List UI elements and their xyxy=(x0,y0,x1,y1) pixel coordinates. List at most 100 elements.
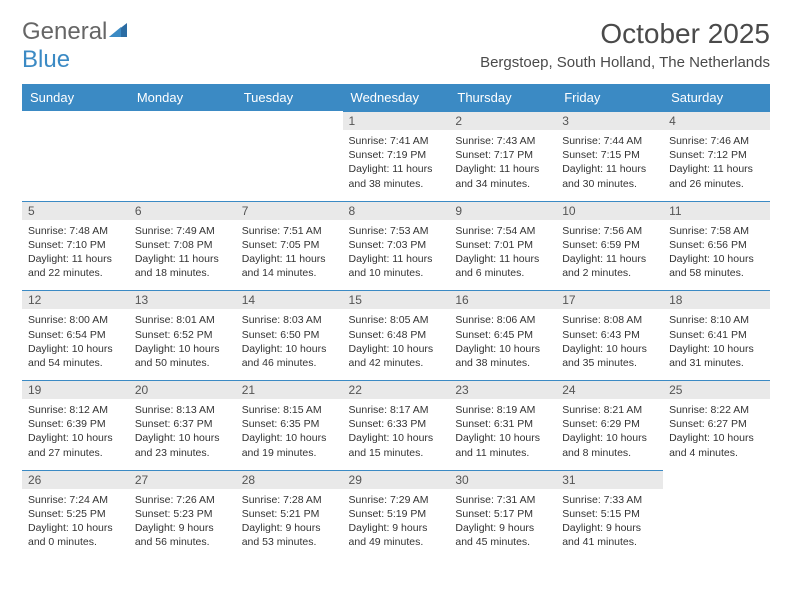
day-number: 30 xyxy=(449,471,556,489)
sunset-text: Sunset: 6:37 PM xyxy=(135,417,230,431)
daylight-text: and 10 minutes. xyxy=(349,266,444,280)
daylight-text: Daylight: 11 hours xyxy=(349,162,444,176)
sunrise-text: Sunrise: 8:00 AM xyxy=(28,313,123,327)
daylight-text: and 53 minutes. xyxy=(242,535,337,549)
sunrise-text: Sunrise: 7:46 AM xyxy=(669,134,764,148)
day-number: 14 xyxy=(236,291,343,309)
daylight-text: Daylight: 10 hours xyxy=(455,431,550,445)
day-cell: 26Sunrise: 7:24 AMSunset: 5:25 PMDayligh… xyxy=(22,470,129,560)
day-cell: 2Sunrise: 7:43 AMSunset: 7:17 PMDaylight… xyxy=(449,111,556,201)
day-cell: 25Sunrise: 8:22 AMSunset: 6:27 PMDayligh… xyxy=(663,380,770,470)
daylight-text: and 15 minutes. xyxy=(349,446,444,460)
sunrise-text: Sunrise: 8:13 AM xyxy=(135,403,230,417)
daylight-text: and 34 minutes. xyxy=(455,177,550,191)
day-cell: 3Sunrise: 7:44 AMSunset: 7:15 PMDaylight… xyxy=(556,111,663,201)
sunrise-text: Sunrise: 7:53 AM xyxy=(349,224,444,238)
daylight-text: Daylight: 9 hours xyxy=(135,521,230,535)
sunrise-text: Sunrise: 7:49 AM xyxy=(135,224,230,238)
daylight-text: and 19 minutes. xyxy=(242,446,337,460)
daylight-text: Daylight: 9 hours xyxy=(562,521,657,535)
sunrise-text: Sunrise: 8:08 AM xyxy=(562,313,657,327)
daylight-text: Daylight: 10 hours xyxy=(28,342,123,356)
sunrise-text: Sunrise: 8:17 AM xyxy=(349,403,444,417)
day-cell: 13Sunrise: 8:01 AMSunset: 6:52 PMDayligh… xyxy=(129,290,236,380)
daylight-text: and 56 minutes. xyxy=(135,535,230,549)
sunset-text: Sunset: 6:56 PM xyxy=(669,238,764,252)
empty-cell xyxy=(236,111,343,189)
calendar-cell: 31Sunrise: 7:33 AMSunset: 5:15 PMDayligh… xyxy=(556,470,663,560)
sunrise-text: Sunrise: 7:58 AM xyxy=(669,224,764,238)
calendar-cell: 5Sunrise: 7:48 AMSunset: 7:10 PMDaylight… xyxy=(22,201,129,291)
daylight-text: Daylight: 11 hours xyxy=(28,252,123,266)
calendar-cell xyxy=(663,470,770,560)
day-number: 29 xyxy=(343,471,450,489)
daylight-text: Daylight: 11 hours xyxy=(562,162,657,176)
daylight-text: Daylight: 10 hours xyxy=(242,431,337,445)
daylight-text: Daylight: 11 hours xyxy=(669,162,764,176)
calendar-cell xyxy=(236,111,343,201)
calendar-page: General Blue October 2025 Bergstoep, Sou… xyxy=(0,0,792,612)
day-number: 10 xyxy=(556,202,663,220)
sunset-text: Sunset: 5:25 PM xyxy=(28,507,123,521)
month-title: October 2025 xyxy=(480,18,770,50)
sunrise-text: Sunrise: 7:33 AM xyxy=(562,493,657,507)
daylight-text: Daylight: 9 hours xyxy=(349,521,444,535)
day-cell: 18Sunrise: 8:10 AMSunset: 6:41 PMDayligh… xyxy=(663,290,770,380)
calendar-week-row: 1Sunrise: 7:41 AMSunset: 7:19 PMDaylight… xyxy=(22,111,770,201)
daylight-text: and 22 minutes. xyxy=(28,266,123,280)
location: Bergstoep, South Holland, The Netherland… xyxy=(480,54,770,71)
daylight-text: and 45 minutes. xyxy=(455,535,550,549)
calendar-cell: 27Sunrise: 7:26 AMSunset: 5:23 PMDayligh… xyxy=(129,470,236,560)
day-header-row: Sunday Monday Tuesday Wednesday Thursday… xyxy=(22,84,770,111)
daylight-text: and 6 minutes. xyxy=(455,266,550,280)
day-number: 1 xyxy=(343,112,450,130)
daylight-text: Daylight: 10 hours xyxy=(669,252,764,266)
daylight-text: and 14 minutes. xyxy=(242,266,337,280)
daylight-text: and 58 minutes. xyxy=(669,266,764,280)
calendar-cell: 29Sunrise: 7:29 AMSunset: 5:19 PMDayligh… xyxy=(343,470,450,560)
daylight-text: and 4 minutes. xyxy=(669,446,764,460)
day-cell: 4Sunrise: 7:46 AMSunset: 7:12 PMDaylight… xyxy=(663,111,770,201)
daylight-text: and 0 minutes. xyxy=(28,535,123,549)
daylight-text: and 27 minutes. xyxy=(28,446,123,460)
day-number: 22 xyxy=(343,381,450,399)
day-number: 15 xyxy=(343,291,450,309)
calendar-cell: 6Sunrise: 7:49 AMSunset: 7:08 PMDaylight… xyxy=(129,201,236,291)
calendar-cell: 17Sunrise: 8:08 AMSunset: 6:43 PMDayligh… xyxy=(556,290,663,380)
day-header: Sunday xyxy=(22,84,129,111)
calendar-cell xyxy=(22,111,129,201)
daylight-text: Daylight: 11 hours xyxy=(242,252,337,266)
sunrise-text: Sunrise: 7:54 AM xyxy=(455,224,550,238)
calendar-cell: 14Sunrise: 8:03 AMSunset: 6:50 PMDayligh… xyxy=(236,290,343,380)
day-cell: 24Sunrise: 8:21 AMSunset: 6:29 PMDayligh… xyxy=(556,380,663,470)
calendar-cell: 30Sunrise: 7:31 AMSunset: 5:17 PMDayligh… xyxy=(449,470,556,560)
sunset-text: Sunset: 5:17 PM xyxy=(455,507,550,521)
day-cell: 6Sunrise: 7:49 AMSunset: 7:08 PMDaylight… xyxy=(129,201,236,291)
daylight-text: and 42 minutes. xyxy=(349,356,444,370)
calendar-cell: 16Sunrise: 8:06 AMSunset: 6:45 PMDayligh… xyxy=(449,290,556,380)
day-number: 28 xyxy=(236,471,343,489)
daylight-text: and 38 minutes. xyxy=(349,177,444,191)
day-number: 9 xyxy=(449,202,556,220)
day-header: Saturday xyxy=(663,84,770,111)
calendar-cell: 22Sunrise: 8:17 AMSunset: 6:33 PMDayligh… xyxy=(343,380,450,470)
sunset-text: Sunset: 6:52 PM xyxy=(135,328,230,342)
day-cell: 29Sunrise: 7:29 AMSunset: 5:19 PMDayligh… xyxy=(343,470,450,560)
daylight-text: and 38 minutes. xyxy=(455,356,550,370)
day-cell: 10Sunrise: 7:56 AMSunset: 6:59 PMDayligh… xyxy=(556,201,663,291)
daylight-text: Daylight: 10 hours xyxy=(349,342,444,356)
empty-cell xyxy=(129,111,236,189)
day-cell: 21Sunrise: 8:15 AMSunset: 6:35 PMDayligh… xyxy=(236,380,343,470)
day-header: Monday xyxy=(129,84,236,111)
sunset-text: Sunset: 5:15 PM xyxy=(562,507,657,521)
sunset-text: Sunset: 6:54 PM xyxy=(28,328,123,342)
daylight-text: Daylight: 11 hours xyxy=(455,252,550,266)
calendar-cell: 11Sunrise: 7:58 AMSunset: 6:56 PMDayligh… xyxy=(663,201,770,291)
sunset-text: Sunset: 7:05 PM xyxy=(242,238,337,252)
daylight-text: and 50 minutes. xyxy=(135,356,230,370)
sunset-text: Sunset: 6:29 PM xyxy=(562,417,657,431)
sunset-text: Sunset: 6:59 PM xyxy=(562,238,657,252)
day-cell: 16Sunrise: 8:06 AMSunset: 6:45 PMDayligh… xyxy=(449,290,556,380)
daylight-text: and 46 minutes. xyxy=(242,356,337,370)
calendar-cell: 2Sunrise: 7:43 AMSunset: 7:17 PMDaylight… xyxy=(449,111,556,201)
